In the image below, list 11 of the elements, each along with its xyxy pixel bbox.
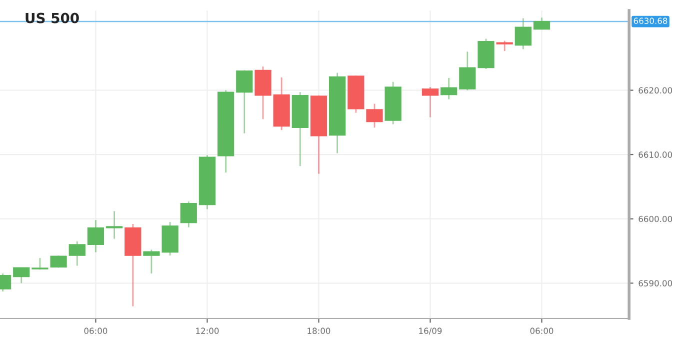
x-tick-label: 16/09 [419,328,442,335]
ref-line-label: 6630.68 [634,18,668,24]
y-tick-label: 6590.00 [638,280,672,286]
chart-title: US 500 [26,12,79,24]
x-tick-label: 18:00 [308,328,330,334]
y-tick-label: 6600.00 [638,216,672,222]
x-tick-label: 06:00 [530,328,554,334]
x-tick-label: 12:00 [196,328,219,334]
y-tick-label: 6620.00 [638,87,672,94]
x-tick-label: 06:00 [84,328,108,334]
y-tick-label: 6610.00 [638,152,672,158]
